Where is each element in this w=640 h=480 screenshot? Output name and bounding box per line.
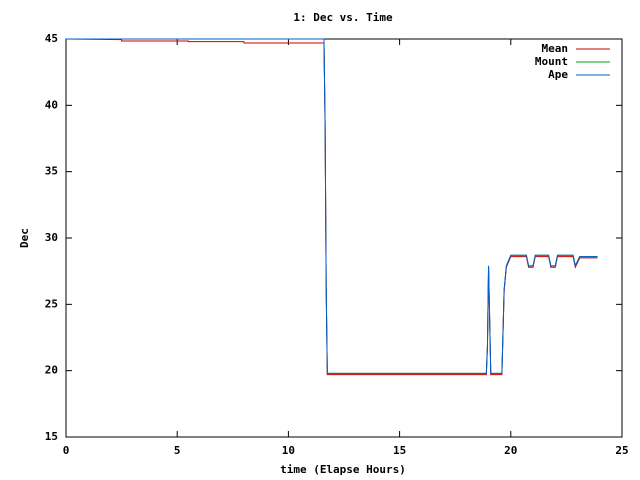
legend-label: Mean xyxy=(542,42,569,55)
x-tick-label: 15 xyxy=(393,444,406,457)
x-tick-label: 0 xyxy=(63,444,70,457)
y-tick-label: 35 xyxy=(45,165,58,178)
x-tick-label: 10 xyxy=(282,444,295,457)
legend-label: Mount xyxy=(535,55,568,68)
y-tick-label: 20 xyxy=(45,364,58,377)
data-line xyxy=(65,38,598,376)
data-line xyxy=(66,38,598,374)
y-tick-label: 15 xyxy=(45,430,58,443)
data-line xyxy=(66,38,598,374)
legend-label: Ape xyxy=(548,68,568,81)
y-tick-label: 45 xyxy=(45,32,58,45)
x-tick-label: 25 xyxy=(615,444,628,457)
x-axis-label: time (Elapse Hours) xyxy=(280,463,406,476)
x-tick-label: 20 xyxy=(504,444,517,457)
plot-frame xyxy=(65,38,623,438)
y-tick-label: 30 xyxy=(45,231,58,244)
y-tick-label: 40 xyxy=(45,98,58,111)
x-tick-label: 5 xyxy=(174,444,181,457)
y-tick-label: 25 xyxy=(45,297,58,310)
chart-title: 1: Dec vs. Time xyxy=(293,11,393,24)
y-axis-label: Dec xyxy=(18,228,31,248)
